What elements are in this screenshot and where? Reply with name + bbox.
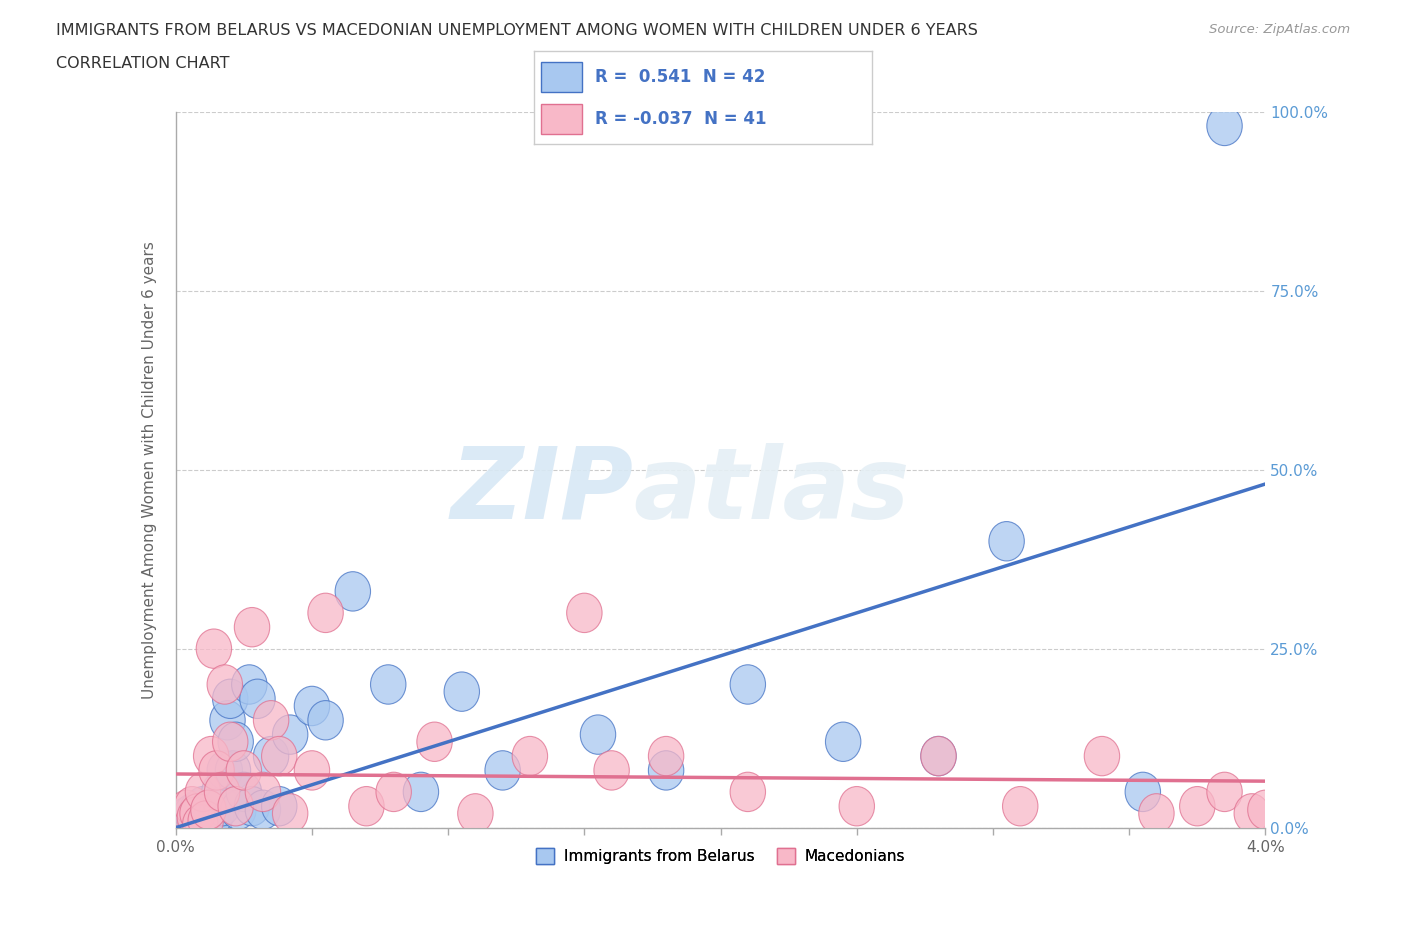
Ellipse shape (174, 793, 209, 833)
Ellipse shape (183, 797, 218, 837)
Ellipse shape (191, 790, 226, 830)
Ellipse shape (1125, 772, 1160, 812)
Ellipse shape (180, 790, 215, 830)
Ellipse shape (180, 793, 215, 833)
Ellipse shape (169, 797, 204, 837)
Ellipse shape (273, 715, 308, 754)
Ellipse shape (209, 700, 245, 740)
Text: ZIP: ZIP (450, 443, 633, 539)
Ellipse shape (177, 801, 212, 840)
Ellipse shape (240, 679, 276, 719)
Y-axis label: Unemployment Among Women with Children Under 6 years: Unemployment Among Women with Children U… (142, 241, 157, 698)
Ellipse shape (197, 629, 232, 669)
Ellipse shape (188, 801, 224, 840)
Ellipse shape (1084, 737, 1119, 776)
Ellipse shape (1206, 772, 1243, 812)
Ellipse shape (273, 793, 308, 833)
Ellipse shape (1206, 106, 1243, 146)
Ellipse shape (253, 737, 288, 776)
Ellipse shape (218, 722, 253, 762)
Ellipse shape (825, 722, 860, 762)
Ellipse shape (416, 722, 453, 762)
Ellipse shape (444, 672, 479, 711)
Text: R =  0.541  N = 42: R = 0.541 N = 42 (595, 68, 765, 86)
Ellipse shape (1247, 790, 1284, 830)
Ellipse shape (235, 787, 270, 826)
Text: atlas: atlas (633, 443, 910, 539)
Ellipse shape (204, 787, 240, 826)
Ellipse shape (730, 665, 765, 704)
Ellipse shape (177, 797, 212, 837)
Ellipse shape (1234, 793, 1270, 833)
Ellipse shape (201, 772, 238, 812)
Text: R = -0.037  N = 41: R = -0.037 N = 41 (595, 110, 766, 128)
Ellipse shape (1180, 787, 1215, 826)
Ellipse shape (183, 804, 218, 844)
Ellipse shape (567, 593, 602, 632)
Ellipse shape (512, 737, 547, 776)
Ellipse shape (1002, 787, 1038, 826)
Ellipse shape (253, 700, 288, 740)
Ellipse shape (988, 522, 1025, 561)
Ellipse shape (235, 607, 270, 647)
Ellipse shape (458, 793, 494, 833)
Ellipse shape (226, 751, 262, 790)
Ellipse shape (218, 787, 253, 826)
Legend: Immigrants from Belarus, Macedonians: Immigrants from Belarus, Macedonians (530, 842, 911, 870)
Ellipse shape (730, 772, 765, 812)
FancyBboxPatch shape (541, 104, 582, 134)
Ellipse shape (207, 751, 242, 790)
Ellipse shape (169, 790, 204, 830)
Ellipse shape (581, 715, 616, 754)
Ellipse shape (375, 772, 412, 812)
Ellipse shape (648, 751, 683, 790)
Ellipse shape (226, 772, 262, 812)
Ellipse shape (174, 787, 209, 826)
Ellipse shape (191, 793, 226, 833)
Ellipse shape (404, 772, 439, 812)
Ellipse shape (839, 787, 875, 826)
FancyBboxPatch shape (541, 62, 582, 92)
Ellipse shape (194, 737, 229, 776)
Ellipse shape (921, 737, 956, 776)
Ellipse shape (198, 793, 235, 833)
Text: Source: ZipAtlas.com: Source: ZipAtlas.com (1209, 23, 1350, 36)
Ellipse shape (221, 790, 256, 830)
Ellipse shape (188, 801, 224, 840)
Ellipse shape (593, 751, 630, 790)
Ellipse shape (485, 751, 520, 790)
Ellipse shape (371, 665, 406, 704)
Ellipse shape (262, 787, 297, 826)
Text: IMMIGRANTS FROM BELARUS VS MACEDONIAN UNEMPLOYMENT AMONG WOMEN WITH CHILDREN UND: IMMIGRANTS FROM BELARUS VS MACEDONIAN UN… (56, 23, 979, 38)
Ellipse shape (308, 700, 343, 740)
Ellipse shape (204, 772, 240, 812)
Ellipse shape (186, 787, 221, 826)
Ellipse shape (294, 751, 329, 790)
Ellipse shape (245, 790, 281, 830)
Ellipse shape (308, 593, 343, 632)
Ellipse shape (648, 737, 683, 776)
Ellipse shape (212, 722, 247, 762)
Ellipse shape (349, 787, 384, 826)
Ellipse shape (198, 751, 235, 790)
Ellipse shape (335, 572, 371, 611)
Ellipse shape (207, 665, 242, 704)
Ellipse shape (262, 737, 297, 776)
Ellipse shape (186, 772, 221, 812)
Text: CORRELATION CHART: CORRELATION CHART (56, 56, 229, 71)
Ellipse shape (921, 737, 956, 776)
Ellipse shape (1139, 793, 1174, 833)
Ellipse shape (245, 772, 281, 812)
Ellipse shape (194, 797, 229, 837)
Ellipse shape (197, 804, 232, 844)
Ellipse shape (215, 751, 250, 790)
Ellipse shape (232, 665, 267, 704)
Ellipse shape (212, 679, 247, 719)
Ellipse shape (294, 686, 329, 725)
